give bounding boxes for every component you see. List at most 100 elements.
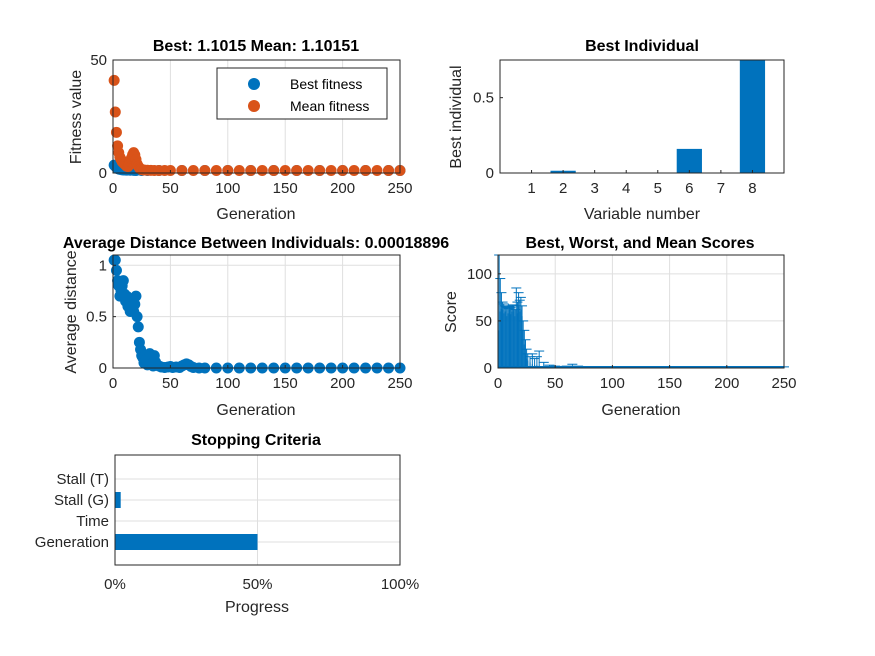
fitness-axes-box bbox=[112, 59, 401, 174]
scores-axes-box bbox=[497, 254, 785, 369]
mean-fitness-point bbox=[109, 106, 121, 118]
scores-xtick-label: 100 bbox=[600, 375, 625, 392]
mean-fitness-point bbox=[176, 165, 188, 177]
avg-distance-ytick-label: 0 bbox=[99, 360, 107, 377]
best-individual-panel: Best Individual 1 2 3 4 5 6 7 8 0 0.5 Variable nu… bbox=[448, 38, 785, 223]
fitness-xtick-label: 50 bbox=[162, 180, 179, 197]
scores-xtick-label: 50 bbox=[547, 375, 564, 392]
avg-distance-axes-box bbox=[112, 254, 401, 369]
avg-distance-point bbox=[117, 275, 129, 287]
mean-fitness-point bbox=[108, 74, 120, 86]
mean-fitness-point bbox=[302, 165, 314, 177]
scores-ylabel: Score bbox=[443, 291, 460, 333]
scores-panel: Best, Worst, and Mean Scores 0 50 100 150 20… bbox=[443, 235, 797, 419]
avg-distance-marks bbox=[108, 254, 406, 374]
best-individual-bars bbox=[550, 60, 766, 173]
legend-marker-best bbox=[248, 78, 260, 90]
stopping-ticks: 0% 50% 100% Stall (T) Stall (G) Time Generatio… bbox=[35, 471, 419, 593]
fitness-ytick-label: 50 bbox=[90, 52, 107, 69]
scores-xlabel: Generation bbox=[601, 402, 680, 419]
fitness-legend[interactable]: Best fitness Mean fitness bbox=[216, 67, 388, 120]
best-individual-ytick-label: 0 bbox=[486, 165, 494, 182]
stopping-category-label: Time bbox=[76, 513, 109, 530]
stopping-axes-box bbox=[114, 454, 401, 566]
stopping-xtick-label: 0% bbox=[104, 576, 126, 593]
avg-distance-xtick-label: 250 bbox=[387, 375, 412, 392]
fitness-xtick-label: 250 bbox=[387, 180, 412, 197]
avg-distance-point bbox=[129, 298, 141, 310]
avg-distance-ytick-label: 0.5 bbox=[86, 309, 107, 326]
best-individual-xtick-label: 6 bbox=[685, 180, 693, 197]
best-individual-bar bbox=[739, 60, 766, 173]
scores-ticks: 0 50 100 150 200 250 0 50 100 bbox=[467, 266, 797, 392]
best-individual-bar bbox=[676, 148, 702, 173]
stopping-category-label: Generation bbox=[35, 534, 109, 551]
avg-distance-point bbox=[110, 264, 122, 276]
stopping-category-label: Stall (G) bbox=[54, 492, 109, 509]
avg-distance-xtick-label: 100 bbox=[215, 375, 240, 392]
mean-fitness-point bbox=[233, 165, 245, 177]
avg-distance-point bbox=[130, 290, 142, 302]
mean-fitness-point bbox=[199, 165, 211, 177]
best-individual-xlabel: Variable number bbox=[584, 206, 701, 223]
avg-distance-point bbox=[109, 254, 121, 266]
scores-ytick-label: 100 bbox=[467, 266, 492, 283]
fitness-title: Best: 1.1015 Mean: 1.10151 bbox=[153, 38, 359, 55]
stopping-xtick-label: 50% bbox=[242, 576, 272, 593]
mean-fitness-point bbox=[383, 165, 395, 177]
fitness-xtick-label: 0 bbox=[109, 180, 117, 197]
scores-title: Best, Worst, and Mean Scores bbox=[525, 235, 754, 252]
best-individual-xtick-label: 3 bbox=[590, 180, 598, 197]
avg-distance-title: Average Distance Between Individuals: 0.… bbox=[63, 235, 449, 252]
scores-xtick-label: 200 bbox=[714, 375, 739, 392]
best-individual-ticks: 1 2 3 4 5 6 7 8 0 0.5 bbox=[473, 90, 756, 197]
scores-xtick-label: 0 bbox=[494, 375, 502, 392]
stopping-bar bbox=[115, 534, 258, 550]
fitness-xtick-label: 150 bbox=[273, 180, 298, 197]
stopping-xlabel: Progress bbox=[225, 599, 289, 616]
best-individual-xtick-label: 7 bbox=[717, 180, 725, 197]
mean-fitness-point bbox=[348, 165, 360, 177]
avg-distance-point bbox=[132, 321, 144, 333]
best-individual-ylabel: Best individual bbox=[448, 65, 465, 168]
fitness-xtick-label: 200 bbox=[330, 180, 355, 197]
best-individual-xtick-label: 8 bbox=[748, 180, 756, 197]
legend-marker-mean bbox=[248, 100, 260, 112]
best-individual-ytick-label: 0.5 bbox=[473, 90, 494, 107]
fitness-xlabel: Generation bbox=[216, 206, 295, 223]
legend-mean-fitness: Mean fitness bbox=[290, 98, 369, 114]
scores-ytick-label: 50 bbox=[475, 313, 492, 330]
best-individual-title: Best Individual bbox=[585, 38, 699, 55]
avg-distance-ytick-label: 1 bbox=[99, 257, 107, 274]
avg-distance-xtick-label: 150 bbox=[273, 375, 298, 392]
mean-fitness-point bbox=[291, 165, 303, 177]
avg-distance-ylabel: Average distance bbox=[63, 250, 80, 373]
scores-ytick-label: 0 bbox=[484, 360, 492, 377]
fitness-panel: Best: 1.1015 Mean: 1.10151 0 50 100 150 200 2… bbox=[68, 38, 413, 223]
mean-fitness-point bbox=[245, 165, 257, 177]
best-individual-xtick-label: 2 bbox=[559, 180, 567, 197]
avg-distance-ticks: 0 50 100 150 200 250 0 0.5 1 bbox=[86, 257, 412, 392]
avg-distance-xtick-label: 50 bbox=[162, 375, 179, 392]
stopping-panel: Stopping Criteria 0% 50% 100% Stall (T) Stal… bbox=[35, 432, 419, 616]
mean-fitness-point bbox=[371, 165, 383, 177]
scores-xtick-label: 150 bbox=[657, 375, 682, 392]
stopping-category-label: Stall (T) bbox=[57, 471, 110, 488]
mean-fitness-point bbox=[360, 165, 372, 177]
best-individual-xtick-label: 4 bbox=[622, 180, 630, 197]
fitness-ylabel: Fitness value bbox=[68, 70, 85, 164]
stopping-bar bbox=[115, 492, 121, 508]
avg-distance-xtick-label: 0 bbox=[109, 375, 117, 392]
stopping-title: Stopping Criteria bbox=[191, 432, 321, 449]
fitness-xtick-label: 100 bbox=[215, 180, 240, 197]
avg-distance-xlabel: Generation bbox=[216, 402, 295, 419]
scores-xtick-label: 250 bbox=[771, 375, 796, 392]
fitness-ytick-label: 0 bbox=[99, 165, 107, 182]
scores-marks bbox=[494, 254, 789, 368]
mean-fitness-point bbox=[325, 165, 337, 177]
best-individual-xtick-label: 1 bbox=[527, 180, 535, 197]
avg-distance-point bbox=[131, 311, 143, 323]
best-individual-xtick-label: 5 bbox=[654, 180, 662, 197]
mean-fitness-point bbox=[268, 165, 280, 177]
stopping-xtick-label: 100% bbox=[381, 576, 419, 593]
